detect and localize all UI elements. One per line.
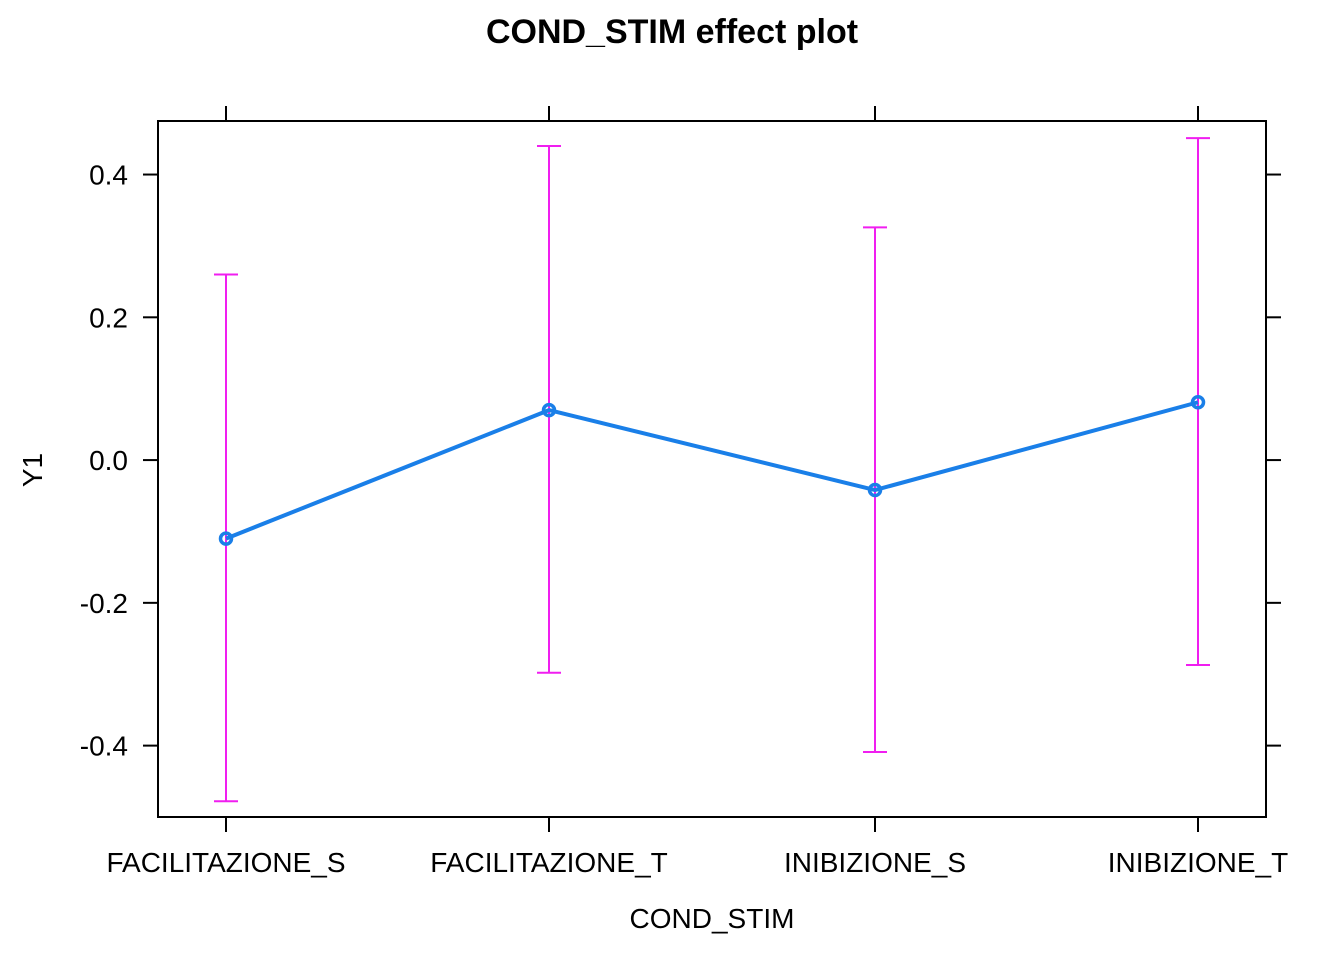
x-tick-label: FACILITAZIONE_S — [106, 847, 345, 878]
y-axis-label: Y1 — [17, 453, 48, 487]
x-tick-label: FACILITAZIONE_T — [430, 847, 668, 878]
error-bars — [214, 137, 1210, 803]
y-tick-label: -0.4 — [80, 731, 128, 762]
x-tick-label: INIBIZIONE_T — [1108, 847, 1288, 878]
y-tick-label: 0.0 — [89, 445, 128, 476]
x-tick-label: INIBIZIONE_S — [784, 847, 966, 878]
x-axis-label: COND_STIM — [630, 903, 795, 934]
effect-point — [218, 531, 234, 546]
y-tick-label: 0.4 — [89, 160, 128, 191]
effect-series — [218, 395, 1206, 546]
plot-frame — [157, 120, 1267, 818]
y-tick-label: 0.2 — [89, 302, 128, 333]
effect-point — [1190, 395, 1206, 410]
chart-title: COND_STIM effect plot — [486, 13, 858, 51]
effect-point — [541, 402, 557, 418]
x-axis: FACILITAZIONE_S FACILITAZIONE_T INIBIZIONE… — [106, 106, 1288, 878]
effect-point — [867, 482, 883, 498]
y-tick-label: -0.2 — [80, 588, 128, 619]
y-axis: -0.4 -0.2 0.0 0.2 0.4 — [80, 160, 1281, 762]
effect-line — [225, 400, 1199, 541]
